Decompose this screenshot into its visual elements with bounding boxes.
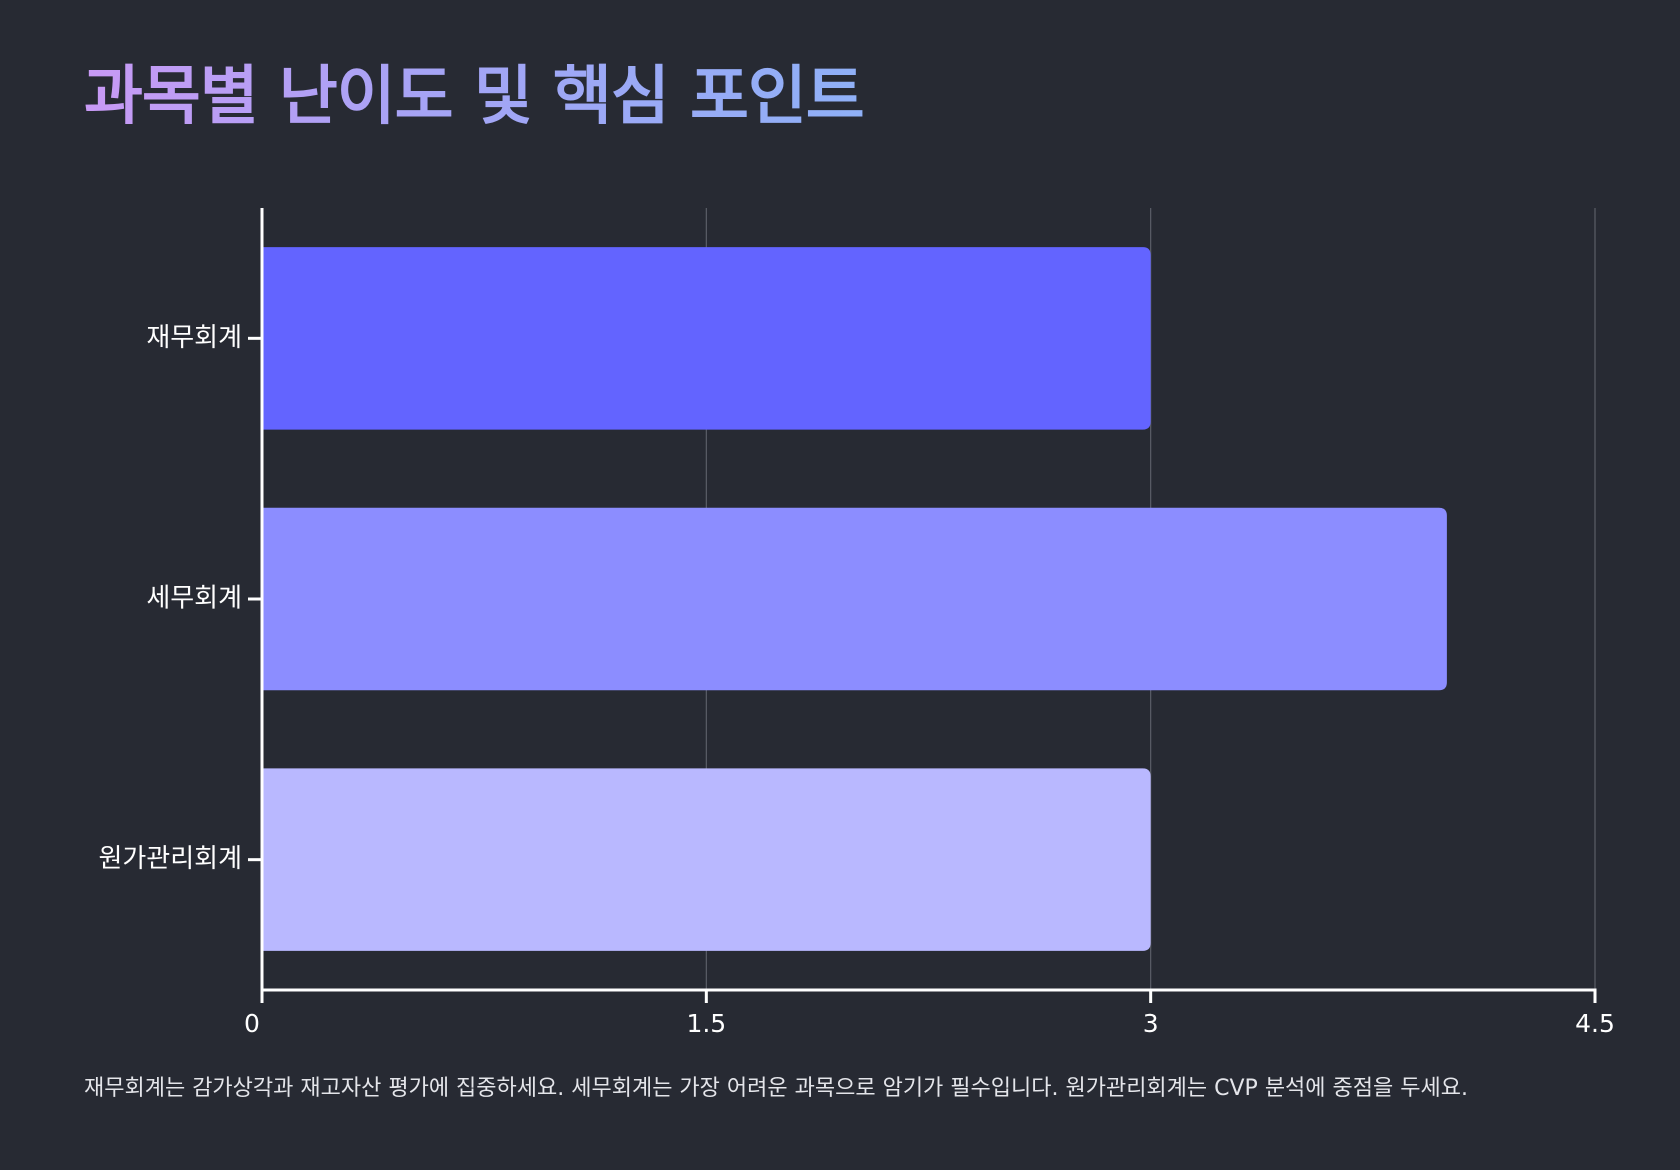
- category-label: 세무회계: [146, 584, 242, 614]
- category-label: 재무회계: [146, 323, 242, 353]
- bar-3: [262, 768, 1151, 951]
- x-tick-label: 0: [244, 1009, 260, 1038]
- bar-2: [262, 507, 1447, 691]
- chart-caption: 재무회계는 감가상각과 재고자산 평가에 집중하세요. 세무회계는 가장 어려운…: [84, 1076, 1468, 1101]
- bars: [262, 247, 1447, 951]
- axes: [248, 208, 1597, 1003]
- bar-1: [262, 247, 1151, 430]
- chart-title: 과목별 난이도 및 핵심 포인트: [84, 60, 865, 134]
- category-label: 원가관리회계: [98, 844, 242, 874]
- x-tick-label: 4.5: [1575, 1009, 1615, 1038]
- x-tick-label: 1.5: [686, 1009, 726, 1038]
- x-tick-label: 3: [1143, 1009, 1159, 1038]
